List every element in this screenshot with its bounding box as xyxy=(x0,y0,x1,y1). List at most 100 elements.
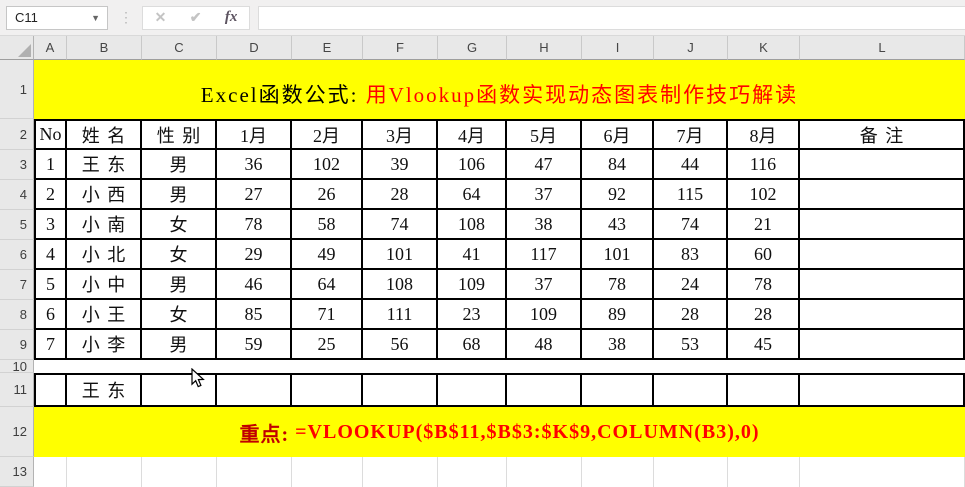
cell[interactable]: 78 xyxy=(728,270,800,300)
cell[interactable] xyxy=(728,373,800,407)
cell[interactable]: 4 xyxy=(34,240,67,270)
cell[interactable]: 56 xyxy=(363,330,438,360)
cell[interactable]: 21 xyxy=(728,210,800,240)
cell[interactable]: 小北 xyxy=(67,240,142,270)
cell[interactable]: 5月 xyxy=(507,119,582,150)
column-header[interactable]: K xyxy=(728,36,800,60)
cancel-icon[interactable]: ✕ xyxy=(154,9,167,25)
row-header[interactable]: 10 xyxy=(0,360,34,373)
cell[interactable] xyxy=(292,457,363,487)
cell[interactable]: 1 xyxy=(34,150,67,180)
cell[interactable]: 64 xyxy=(292,270,363,300)
row-header[interactable]: 4 xyxy=(0,180,34,210)
cell[interactable]: 64 xyxy=(438,180,507,210)
cell[interactable]: 74 xyxy=(363,210,438,240)
cell[interactable]: 2月 xyxy=(292,119,363,150)
cell[interactable]: 28 xyxy=(654,300,728,330)
cell[interactable]: 4月 xyxy=(438,119,507,150)
cell[interactable]: 男 xyxy=(142,330,217,360)
cell[interactable]: 6 xyxy=(34,300,67,330)
cell[interactable]: 36 xyxy=(217,150,292,180)
row-header[interactable]: 2 xyxy=(0,119,34,150)
selected-cell[interactable] xyxy=(142,373,217,407)
cell[interactable]: 84 xyxy=(582,150,654,180)
row-header[interactable]: 12 xyxy=(0,407,34,457)
cell[interactable] xyxy=(34,457,67,487)
cell[interactable] xyxy=(582,373,654,407)
cell[interactable]: 116 xyxy=(728,150,800,180)
cell[interactable]: 92 xyxy=(582,180,654,210)
cell[interactable]: 111 xyxy=(363,300,438,330)
cell[interactable] xyxy=(507,373,582,407)
cell[interactable] xyxy=(800,457,965,487)
cell[interactable]: 小李 xyxy=(67,330,142,360)
row-header[interactable]: 9 xyxy=(0,330,34,360)
cell[interactable]: 备注 xyxy=(800,119,965,150)
cell[interactable] xyxy=(800,270,965,300)
cell[interactable]: 小王 xyxy=(67,300,142,330)
cell[interactable]: 7月 xyxy=(654,119,728,150)
cell[interactable]: 117 xyxy=(507,240,582,270)
column-header[interactable]: G xyxy=(438,36,507,60)
cell[interactable] xyxy=(800,150,965,180)
cell[interactable] xyxy=(507,457,582,487)
cell[interactable]: 8月 xyxy=(728,119,800,150)
gap-row[interactable] xyxy=(34,360,965,373)
column-header[interactable]: J xyxy=(654,36,728,60)
cell[interactable]: 女 xyxy=(142,300,217,330)
column-header[interactable]: H xyxy=(507,36,582,60)
column-header[interactable]: I xyxy=(582,36,654,60)
cell[interactable] xyxy=(800,180,965,210)
row-header[interactable]: 5 xyxy=(0,210,34,240)
cell[interactable] xyxy=(34,373,67,407)
cell[interactable]: 28 xyxy=(363,180,438,210)
cell[interactable] xyxy=(800,373,965,407)
cell[interactable]: 小南 xyxy=(67,210,142,240)
cell[interactable]: 23 xyxy=(438,300,507,330)
column-header[interactable]: D xyxy=(217,36,292,60)
cell[interactable] xyxy=(438,457,507,487)
cell[interactable]: 43 xyxy=(582,210,654,240)
cell[interactable] xyxy=(800,240,965,270)
cell[interactable]: 38 xyxy=(582,330,654,360)
column-header[interactable]: A xyxy=(34,36,67,60)
cell[interactable]: 85 xyxy=(217,300,292,330)
column-header[interactable]: L xyxy=(800,36,965,60)
cell[interactable]: 男 xyxy=(142,180,217,210)
row-header[interactable]: 6 xyxy=(0,240,34,270)
cell[interactable]: 性别 xyxy=(142,119,217,150)
cell[interactable]: 53 xyxy=(654,330,728,360)
cell[interactable]: 姓名 xyxy=(67,119,142,150)
cell[interactable]: 102 xyxy=(292,150,363,180)
cell[interactable]: 女 xyxy=(142,210,217,240)
cell[interactable]: 108 xyxy=(363,270,438,300)
row-header[interactable]: 11 xyxy=(0,373,34,407)
cell[interactable]: 46 xyxy=(217,270,292,300)
cell[interactable]: 68 xyxy=(438,330,507,360)
cell[interactable] xyxy=(217,457,292,487)
cell[interactable]: 71 xyxy=(292,300,363,330)
cell[interactable]: 王东 xyxy=(67,150,142,180)
cell[interactable]: 25 xyxy=(292,330,363,360)
cell[interactable] xyxy=(728,457,800,487)
cell[interactable]: 101 xyxy=(363,240,438,270)
cell[interactable] xyxy=(363,373,438,407)
cell[interactable]: 3 xyxy=(34,210,67,240)
cell[interactable]: 1月 xyxy=(217,119,292,150)
cell[interactable]: 102 xyxy=(728,180,800,210)
cell[interactable] xyxy=(438,373,507,407)
cell[interactable]: 3月 xyxy=(363,119,438,150)
cell[interactable]: 39 xyxy=(363,150,438,180)
cell[interactable]: 小中 xyxy=(67,270,142,300)
cell[interactable]: 26 xyxy=(292,180,363,210)
cell[interactable]: 49 xyxy=(292,240,363,270)
cell[interactable]: 41 xyxy=(438,240,507,270)
cell[interactable]: 109 xyxy=(507,300,582,330)
cell[interactable]: 小西 xyxy=(67,180,142,210)
row-header[interactable]: 13 xyxy=(0,457,34,487)
cell[interactable]: 28 xyxy=(728,300,800,330)
cell[interactable]: 74 xyxy=(654,210,728,240)
row-header[interactable]: 1 xyxy=(0,60,34,119)
row-header[interactable]: 7 xyxy=(0,270,34,300)
cell[interactable]: No xyxy=(34,119,67,150)
